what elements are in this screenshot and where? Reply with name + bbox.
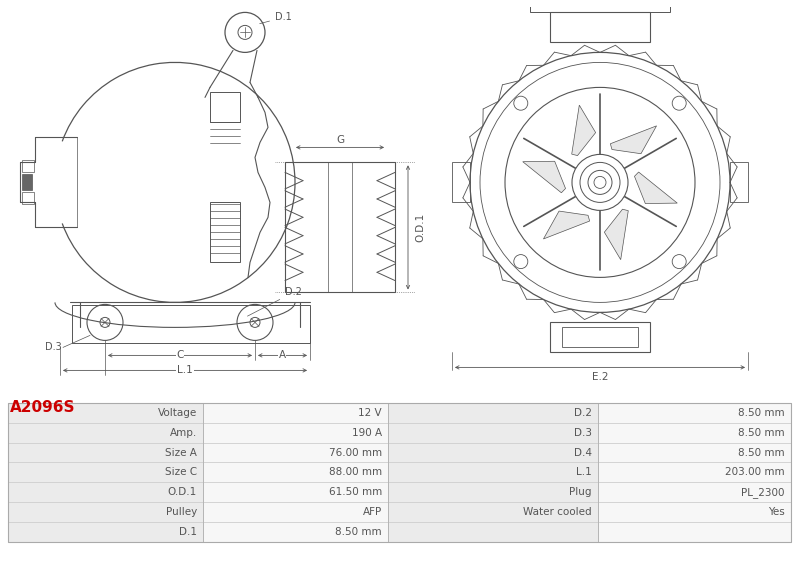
Text: D.3: D.3	[46, 342, 62, 352]
Circle shape	[580, 162, 620, 202]
Text: L.1: L.1	[576, 468, 592, 478]
Text: 8.50 mm: 8.50 mm	[738, 428, 785, 438]
Bar	[8, 503, 203, 522]
Bar	[210, 92, 240, 122]
Text: 76.00 mm: 76.00 mm	[329, 447, 382, 457]
Text: D.2: D.2	[247, 288, 302, 316]
Bar	[328, 162, 352, 292]
Text: 190 A: 190 A	[352, 428, 382, 438]
Circle shape	[594, 177, 606, 188]
Text: 203.00 mm: 203.00 mm	[726, 468, 785, 478]
Polygon shape	[522, 161, 566, 193]
Bar	[598, 503, 791, 522]
Bar	[452, 162, 470, 202]
Bar	[22, 160, 34, 173]
Bar	[598, 422, 791, 443]
Polygon shape	[634, 172, 678, 204]
Bar	[730, 162, 748, 202]
Text: AFP: AFP	[362, 507, 382, 517]
Bar	[388, 462, 598, 482]
Text: 8.50 mm: 8.50 mm	[738, 447, 785, 457]
Text: Pulley: Pulley	[166, 507, 197, 517]
Bar	[550, 12, 650, 42]
Bar	[210, 202, 240, 262]
Bar	[598, 462, 791, 482]
Polygon shape	[572, 105, 596, 156]
Bar	[203, 403, 388, 422]
Text: Amp.: Amp.	[170, 428, 197, 438]
Text: C: C	[176, 350, 184, 360]
Bar	[562, 327, 638, 347]
Bar	[203, 443, 388, 462]
Text: PL_2300: PL_2300	[742, 487, 785, 498]
Circle shape	[514, 96, 528, 110]
Text: Voltage: Voltage	[158, 408, 197, 418]
Bar	[22, 192, 34, 204]
Bar	[22, 174, 32, 191]
Text: Yes: Yes	[768, 507, 785, 517]
Bar	[388, 522, 598, 542]
Circle shape	[514, 254, 528, 268]
Text: L.1: L.1	[177, 365, 193, 376]
Bar	[388, 482, 598, 503]
Bar	[598, 403, 791, 422]
Text: O.D.1: O.D.1	[168, 487, 197, 497]
Bar	[598, 482, 791, 503]
Text: Size C: Size C	[165, 468, 197, 478]
Bar	[285, 162, 395, 292]
Bar	[8, 462, 203, 482]
Bar	[388, 443, 598, 462]
Circle shape	[572, 155, 628, 210]
Text: 8.50 mm: 8.50 mm	[335, 527, 382, 537]
Text: 8.50 mm: 8.50 mm	[738, 408, 785, 418]
Text: 88.00 mm: 88.00 mm	[329, 468, 382, 478]
Polygon shape	[610, 126, 657, 154]
Bar	[388, 403, 598, 422]
Bar	[388, 503, 598, 522]
Bar	[8, 482, 203, 503]
Circle shape	[672, 96, 686, 110]
Bar	[203, 482, 388, 503]
Bar	[72, 305, 310, 343]
Text: Size A: Size A	[165, 447, 197, 457]
Bar	[598, 443, 791, 462]
Circle shape	[588, 170, 612, 195]
Text: 12 V: 12 V	[358, 408, 382, 418]
Bar	[203, 462, 388, 482]
Text: D.1: D.1	[260, 12, 292, 24]
Text: G: G	[336, 135, 344, 146]
Bar	[8, 422, 203, 443]
Bar	[8, 403, 203, 422]
Bar	[203, 522, 388, 542]
Text: A2096S: A2096S	[10, 400, 75, 415]
Bar	[8, 443, 203, 462]
Text: 61.50 mm: 61.50 mm	[329, 487, 382, 497]
Bar	[203, 422, 388, 443]
Bar	[550, 323, 650, 352]
Polygon shape	[604, 209, 628, 259]
Text: Water cooled: Water cooled	[523, 507, 592, 517]
Text: D.3: D.3	[574, 428, 592, 438]
Bar	[530, 2, 670, 12]
Circle shape	[672, 254, 686, 268]
Text: D.4: D.4	[574, 447, 592, 457]
Text: Plug: Plug	[570, 487, 592, 497]
Text: D.2: D.2	[574, 408, 592, 418]
Bar	[8, 522, 203, 542]
Text: O.D.1: O.D.1	[415, 213, 425, 242]
Bar	[598, 522, 791, 542]
Text: A: A	[278, 350, 286, 360]
Text: E.2: E.2	[592, 372, 608, 382]
Bar	[8, 403, 791, 542]
Bar	[388, 422, 598, 443]
Text: D.1: D.1	[179, 527, 197, 537]
Bar	[203, 503, 388, 522]
Polygon shape	[543, 211, 590, 239]
